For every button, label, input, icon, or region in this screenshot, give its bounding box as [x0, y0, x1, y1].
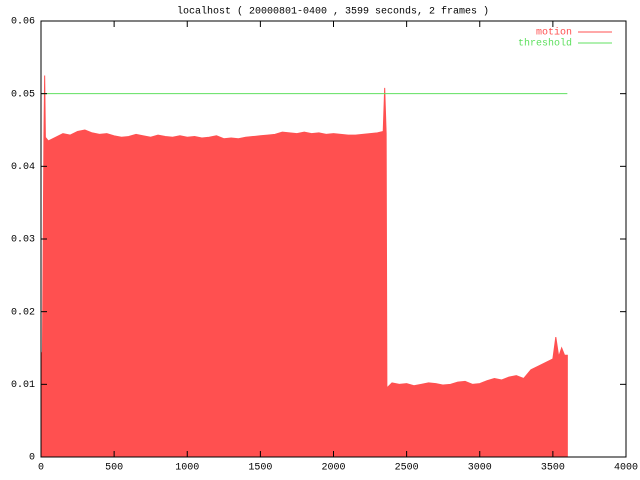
x-tick-label: 3000	[468, 463, 492, 474]
x-tick-label: 2000	[321, 463, 345, 474]
x-tick-label: 4000	[614, 463, 638, 474]
legend-label: motion	[536, 27, 572, 39]
x-tick-label: 2500	[395, 463, 419, 474]
y-tick-label: 0.03	[11, 235, 35, 246]
y-tick-label: 0.04	[11, 162, 35, 173]
y-tick-label: 0.02	[11, 307, 35, 318]
x-tick-label: 0	[38, 463, 44, 474]
y-tick-label: 0.05	[11, 89, 35, 100]
x-tick-label: 3500	[541, 463, 565, 474]
y-tick-label: 0.06	[11, 17, 35, 28]
x-tick-label: 500	[105, 463, 123, 474]
chart-title: localhost ( 20000801-0400 , 3599 seconds…	[177, 6, 489, 18]
plot-frame	[40, 20, 627, 458]
y-tick-label: 0.01	[11, 380, 35, 391]
x-tick-label: 1000	[175, 463, 199, 474]
motion-area	[40, 75, 568, 458]
legend-label: threshold	[518, 38, 572, 50]
y-tick-label: 0	[29, 453, 35, 464]
x-tick-label: 1500	[248, 463, 272, 474]
